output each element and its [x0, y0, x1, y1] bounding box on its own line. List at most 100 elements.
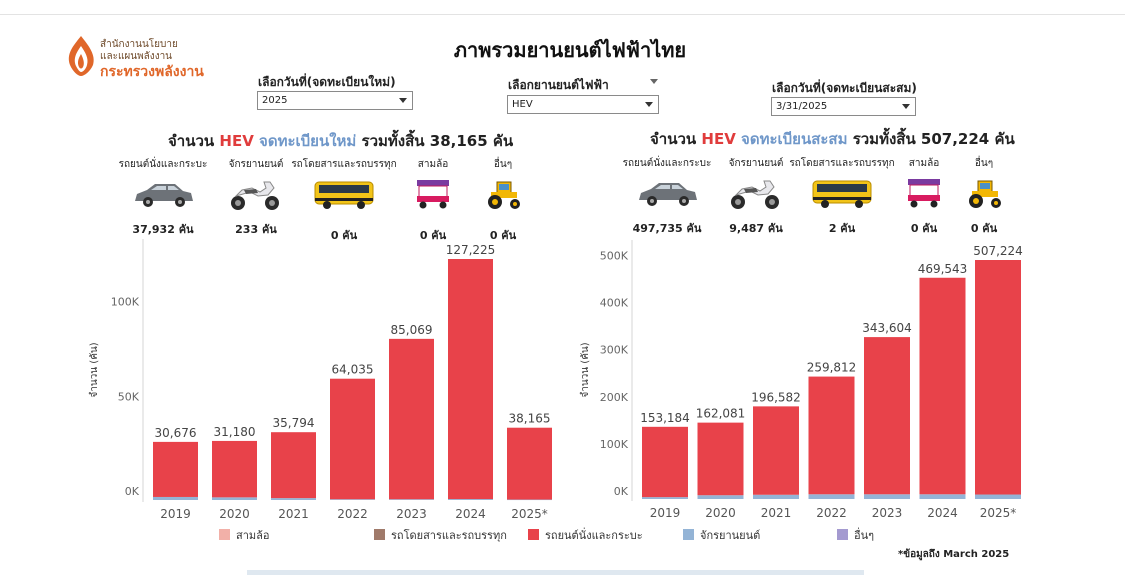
data-label: 196,582	[751, 390, 801, 404]
data-label: 343,604	[862, 321, 912, 335]
y-tick-label: 400K	[600, 297, 629, 310]
vehicle-motorcycle-new: จักรยานยนต์ 233 คัน	[196, 157, 316, 238]
legend-swatch	[374, 529, 385, 540]
x-tick-label: 2021	[278, 507, 309, 521]
vehicle-name: รถยนต์นั่งและกระบะ	[622, 158, 712, 169]
y-tick-label: 50K	[118, 390, 140, 403]
vehicle-tuktuk-cumulative: สามล้อ 0 คัน	[864, 156, 984, 237]
legend-label: รถยนต์นั่งและกระบะ	[545, 529, 643, 542]
chevron-down-icon[interactable]	[650, 79, 658, 84]
bottom-scroll-bar[interactable]	[247, 570, 864, 575]
vehicle-name: อื่นๆ	[974, 158, 994, 169]
legend-item-bus[interactable]: รถโดยสารและรถบรรทุก	[374, 526, 507, 544]
new-date-dropdown-value: 2025	[262, 95, 288, 106]
bar-segment	[919, 494, 966, 499]
bar-segment	[864, 337, 910, 495]
y-tick-label: 100K	[600, 438, 629, 451]
bar-segment	[975, 494, 1021, 499]
heading-suffix: รวมทั้งสิ้น 507,224 คัน	[852, 130, 1015, 148]
vehicle-count: 2 คัน	[828, 222, 856, 235]
vehicle-bus-cumulative: รถโดยสารและรถบรรทุก 2 คัน	[782, 156, 902, 237]
data-label: 35,794	[273, 416, 315, 430]
heading-prefix: จำนวน	[650, 130, 697, 148]
vehicle-bus-new: รถโดยสารและรถบรรทุก 0 คัน	[284, 157, 404, 244]
bar-segment	[330, 499, 375, 500]
heading-type: HEV	[219, 132, 254, 150]
legend-item-car[interactable]: รถยนต์นั่งและกระบะ	[528, 526, 643, 544]
logo-line-3: กระทรวงพลังงาน	[100, 64, 204, 80]
eppo-logo: สำนักงานนโยบาย และแผนพลังงาน กระทรวงพลัง…	[64, 34, 264, 82]
y-axis-title: จำนวน (คัน)	[580, 342, 591, 397]
legend-label: รถโดยสารและรถบรรทุก	[391, 529, 507, 542]
vehicle-car-cumulative: รถยนต์นั่งและกระบะ 497,735 คัน	[607, 156, 727, 237]
bar-segment	[808, 376, 855, 495]
chevron-down-icon	[399, 98, 407, 103]
bar-segment	[271, 498, 316, 500]
x-tick-label: 2019	[160, 507, 191, 521]
vehicle-other-cumulative: อื่นๆ 0 คัน	[924, 156, 1044, 237]
data-label: 85,069	[391, 323, 433, 337]
heading-prefix: จำนวน	[168, 132, 215, 150]
chevron-down-icon	[902, 104, 910, 109]
vehicle-name: รถโดยสารและรถบรรทุก	[789, 158, 895, 169]
legend-item-motorcycle[interactable]: จักรยานยนต์	[683, 526, 760, 544]
cumulative-date-dropdown[interactable]: 3/31/2025	[771, 97, 916, 116]
bar-segment	[448, 259, 493, 500]
legend-swatch	[528, 529, 539, 540]
vehicle-name: สามล้อ	[417, 159, 449, 170]
new-date-dropdown[interactable]: 2025	[257, 91, 413, 110]
bar-segment	[271, 432, 316, 499]
vehicle-count: 0 คัน	[489, 229, 517, 242]
bar-segment	[153, 441, 198, 497]
legend-item-tuktuk[interactable]: สามล้อ	[219, 526, 270, 544]
flame-logo-icon	[68, 36, 94, 76]
cumulative-date-dropdown-value: 3/31/2025	[776, 101, 828, 112]
bar-segment	[697, 495, 744, 499]
bar-segment	[753, 494, 799, 499]
vehicle-name: สามล้อ	[908, 158, 940, 169]
vehicle-tuktuk-new: สามล้อ 0 คัน	[373, 157, 493, 244]
data-label: 259,812	[807, 361, 857, 375]
vehicle-motorcycle-cumulative: จักรยานยนต์ 9,487 คัน	[696, 156, 816, 237]
bar-segment	[507, 427, 552, 500]
data-label: 38,165	[509, 412, 551, 426]
legend-label: สามล้อ	[236, 529, 270, 542]
ev-type-dropdown[interactable]: HEV	[507, 95, 659, 114]
bar-segment	[975, 260, 1021, 495]
vehicle-count: 0 คัน	[419, 229, 447, 242]
heading-suffix: รวมทั้งสิ้น 38,165 คัน	[361, 132, 514, 150]
bar-segment	[697, 422, 744, 496]
vehicle-count: 37,932 คัน	[132, 223, 194, 236]
vehicle-name: อื่นๆ	[493, 159, 513, 170]
filter-label-ev-type: เลือกยานยนต์ไฟฟ้า	[508, 78, 609, 92]
bar-segment	[153, 496, 198, 500]
vehicle-count: 0 คัน	[330, 229, 358, 242]
legend-label: จักรยานยนต์	[700, 529, 761, 542]
vehicle-name: จักรยานยนต์	[228, 159, 284, 170]
x-tick-label: 2019	[650, 506, 681, 520]
legend-item-other[interactable]: อื่นๆ	[837, 526, 874, 544]
bar-segment	[507, 499, 552, 501]
bar-segment	[919, 277, 966, 495]
heading-type: HEV	[701, 130, 736, 148]
heading-kind: จดทะเบียนสะสม	[741, 130, 848, 148]
top-divider	[0, 14, 1125, 15]
bar-segment	[753, 406, 799, 495]
y-tick-label: 100K	[111, 296, 140, 309]
vehicle-other-new: อื่นๆ 0 คัน	[443, 157, 563, 244]
y-tick-label: 500K	[600, 249, 629, 262]
x-tick-label: 2022	[816, 506, 847, 520]
legend-label: อื่นๆ	[854, 529, 875, 542]
data-label: 162,081	[696, 407, 746, 421]
x-tick-label: 2023	[872, 506, 903, 520]
bar-segment	[448, 499, 493, 500]
bar-segment	[808, 494, 855, 499]
x-tick-label: 2020	[705, 506, 736, 520]
bar-segment	[330, 378, 375, 500]
vehicle-name: จักรยานยนต์	[728, 158, 784, 169]
vehicle-count: 0 คัน	[910, 222, 938, 235]
footnote: *ข้อมูลถึง March 2025	[898, 549, 1010, 560]
logo-line-1: สำนักงานนโยบาย	[100, 39, 178, 50]
vehicle-car-new: รถยนต์นั่งและกระบะ 37,932 คัน	[103, 157, 223, 238]
filter-label-new-date: เลือกวันที่(จดทะเบียนใหม่)	[258, 75, 396, 89]
